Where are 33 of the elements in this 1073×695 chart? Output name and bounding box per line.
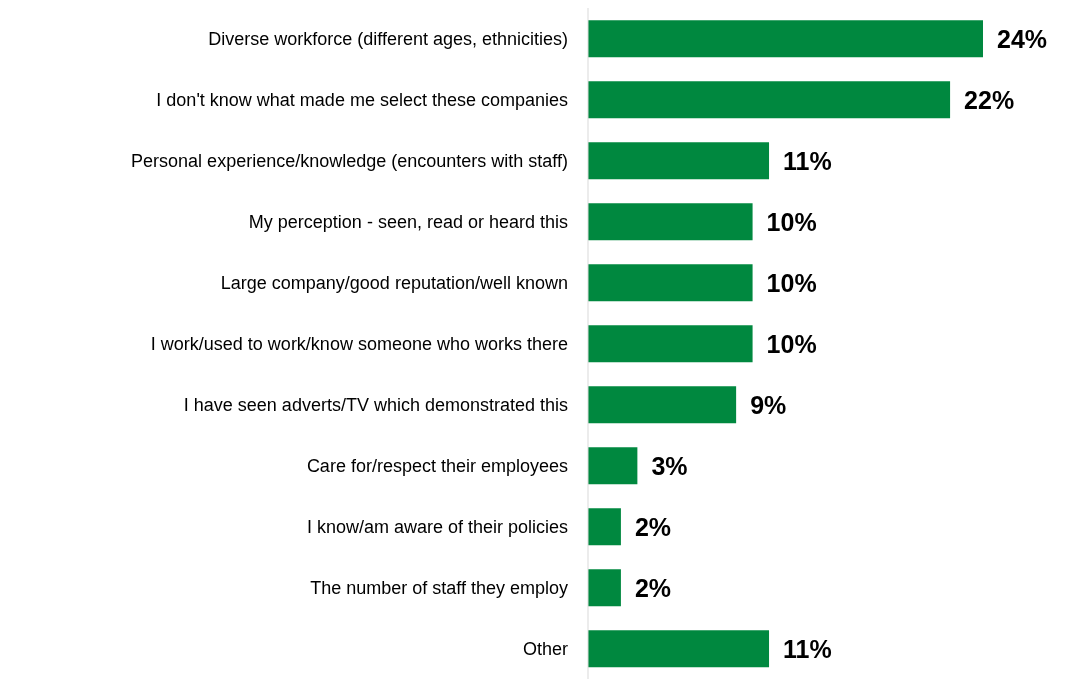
y-tick-label: I have seen adverts/TV which demonstrated this (183, 394, 568, 415)
data-label: 22% (964, 85, 1015, 114)
data-label: 10% (766, 268, 817, 297)
y-tick-label: Large company/good reputation/well known (220, 272, 568, 293)
y-tick-label: Personal experience/knowledge (encounters with staff) (131, 150, 568, 171)
data-label: 9% (750, 390, 787, 419)
y-tick-label: I work/used to work/know someone who works there (150, 333, 568, 354)
y-tick-label: Care for/respect their employees (306, 455, 568, 476)
bar (588, 81, 951, 119)
bar (588, 325, 753, 363)
bar (588, 630, 770, 668)
bar (588, 203, 753, 241)
y-tick-label: The number of staff they employ (310, 577, 568, 598)
y-tick-label: Other (522, 638, 568, 659)
data-label: 2% (634, 512, 672, 541)
y-tick-label: My perception - seen, read or heard this (248, 211, 568, 232)
data-label: 2% (634, 573, 672, 602)
bar (588, 569, 621, 607)
y-tick-label: I don't know what made me select these companies (156, 89, 568, 110)
bar (588, 264, 753, 302)
bar (588, 20, 983, 58)
data-label: 11% (783, 634, 832, 663)
bar (588, 386, 737, 424)
y-tick-label: I know/am aware of their policies (306, 516, 568, 537)
bar (588, 508, 621, 546)
data-label: 11% (783, 146, 832, 175)
data-label: 10% (766, 207, 817, 236)
y-tick-label: Diverse workforce (different ages, ethnicities) (208, 28, 568, 49)
bar (588, 142, 770, 180)
bar (588, 447, 638, 485)
data-label: 10% (766, 329, 817, 358)
data-label: 3% (651, 451, 688, 480)
data-label: 24% (997, 24, 1048, 53)
